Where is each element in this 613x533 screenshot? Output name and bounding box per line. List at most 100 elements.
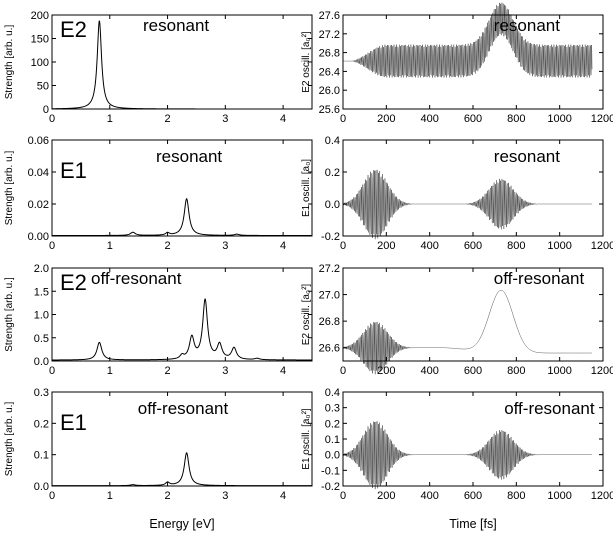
osc-e1-res-xtick-label: 200	[377, 240, 395, 252]
osc-e1-res-ytick-label: 0.2	[325, 167, 340, 179]
osc-e1-off-xtick-label: 0	[340, 490, 346, 502]
osc-e1-res-xtick-label: 1200	[591, 240, 613, 252]
osc-e1-off-xtick-label: 600	[464, 490, 482, 502]
osc-e1-res-xtick-label: 800	[507, 240, 525, 252]
spec-e2-res-panel: 0 1 2 3 4 0 50 100 150 200 Strength [arb. u.] E2 res…	[4, 10, 313, 125]
osc-e2-res-ytick-label: 27.2	[319, 29, 340, 41]
osc-e2-off-y-axis-label: E2 oscill. [a₀²]	[301, 284, 312, 346]
spec-e2-off-xtick-label: 2	[164, 365, 170, 377]
spec-e1-res-ytick-label: 0.02	[28, 199, 49, 211]
osc-e1-res-y-axis-label: E1 oscill. [a₀]	[301, 159, 312, 217]
spec-e2-res-xtick-label: 3	[222, 113, 228, 125]
spec-e1-res-y-axis-label: Strength [arb. u.]	[4, 151, 15, 226]
spec-e1-res-xtick-label: 0	[49, 240, 55, 252]
osc-e1-res-xtick-label: 600	[464, 240, 482, 252]
spec-e1-off-xtick-label: 2	[164, 490, 170, 502]
spec-e2-res-xtick-label: 0	[49, 113, 55, 125]
osc-e2-off-title: off-resonant	[494, 269, 585, 288]
osc-e2-res-xtick-label: 600	[464, 113, 482, 125]
spec-e1-res-panel-label: E1	[60, 158, 87, 183]
spec-e2-off-y-axis-label: Strength [arb. u.]	[4, 277, 15, 352]
osc-e1-off-xtick-label: 200	[377, 490, 395, 502]
spec-e1-off-ytick-label: 0.2	[34, 418, 49, 430]
osc-e2-off-xtick-label: 1200	[591, 365, 613, 377]
osc-e1-off-y-axis-label: E1 oscill. [a₀²]	[301, 408, 312, 470]
osc-e1-off-ytick-label: 0.0	[325, 450, 340, 462]
spec-e1-res-xtick-label: 3	[222, 240, 228, 252]
spec-e1-res-plot-frame	[51, 139, 313, 237]
osc-e2-res-xtick-label: 400	[420, 113, 438, 125]
osc-e2-off-ytick-label: 27.0	[319, 290, 340, 302]
osc-e2-res-ytick-label: 26.8	[319, 48, 340, 60]
osc-e1-res-xtick-label: 0	[340, 240, 346, 252]
spec-e2-res-ytick-label: 100	[31, 57, 49, 69]
spec-e1-off-spectrum-line	[51, 452, 313, 487]
osc-e1-res-title: resonant	[494, 147, 560, 166]
osc-e2-res-signal-line	[343, 2, 593, 78]
spec-e2-off-ytick-label: 0.0	[34, 356, 49, 368]
spec-e2-res-panel-label: E2	[60, 17, 87, 42]
spec-e1-off-plot-frame	[51, 391, 313, 487]
spec-e2-res-title: resonant	[143, 16, 209, 35]
spec-e1-res-ytick-label: 0.04	[28, 167, 49, 179]
osc-e1-off-xtick-label: 1000	[547, 490, 571, 502]
spec-e1-res-title: resonant	[156, 147, 222, 166]
osc-e2-res-xtick-label: 0	[340, 113, 346, 125]
spec-e2-off-ytick-label: 2.0	[34, 263, 49, 275]
spec-e1-off-ytick-label: 0.3	[34, 387, 49, 399]
osc-e2-off-xtick-label: 0	[340, 365, 346, 377]
osc-e2-res-ytick-label: 26.0	[319, 85, 340, 97]
osc-e2-off-signal-line	[342, 290, 593, 375]
spec-e1-res-ytick-label: 0.00	[28, 231, 49, 243]
osc-e1-off-ytick-label: 0.4	[325, 387, 340, 399]
spec-e2-res-ytick-label: 200	[31, 10, 49, 22]
spec-e1-off-panel: 0 1 2 3 4 0.0 0.1 0.2 0.3 Strength [arb. u.] E1 off…	[4, 387, 313, 531]
spec-e1-off-panel-label: E1	[60, 410, 87, 435]
osc-e1-res-xtick-label: 1000	[547, 240, 571, 252]
osc-e2-off-xtick-label: 200	[377, 365, 395, 377]
osc-e2-off-xtick-label: 800	[507, 365, 525, 377]
osc-e1-res-ytick-label: -0.2	[321, 231, 340, 243]
spec-e2-off-ytick-label: 1.0	[34, 310, 49, 322]
osc-e2-off-xtick-label: 1000	[547, 365, 571, 377]
spec-e2-off-ytick-label: 1.5	[34, 286, 49, 298]
spec-e1-off-x-axis-label: Energy [eV]	[149, 517, 214, 531]
spec-e2-res-y-axis-label: Strength [arb. u.]	[4, 25, 15, 100]
osc-e1-off-ytick-label: 0.2	[325, 418, 340, 430]
spec-e1-res-spectrum-line	[51, 198, 313, 236]
spec-e1-res-ytick-label: 0.06	[28, 135, 49, 147]
osc-e2-off-ytick-label: 27.2	[319, 263, 340, 275]
osc-e1-off-ytick-label: 0.3	[325, 403, 340, 415]
osc-e2-off-ytick-label: 26.6	[319, 343, 340, 355]
osc-e2-off-xtick-label: 400	[420, 365, 438, 377]
spec-e2-off-title: off-resonant	[91, 269, 182, 288]
spec-e2-res-ytick-label: 0	[43, 104, 49, 116]
spec-e1-off-xtick-label: 3	[222, 490, 228, 502]
spec-e2-off-xtick-label: 4	[280, 365, 286, 377]
osc-e2-res-ytick-label: 26.4	[319, 66, 340, 78]
spec-e2-res-xtick-label: 2	[164, 113, 170, 125]
osc-e2-res-xtick-label: 1200	[591, 113, 613, 125]
osc-e1-off-panel: 0 200 400 600 800 1000 1200 -0.2 -0.1 0.0 0.1 0.2 0.…	[301, 387, 613, 531]
spec-e1-off-title: off-resonant	[138, 399, 229, 418]
osc-e2-res-title: resonant	[494, 16, 560, 35]
osc-e2-off-xtick-label: 600	[464, 365, 482, 377]
osc-e2-res-panel: 0 200 400 600 800 1000 1200 25.6 26.0 26.4 26.8 27.…	[301, 2, 613, 125]
spec-e1-off-ytick-label: 0.0	[34, 481, 49, 493]
osc-e2-res-xtick-label: 200	[377, 113, 395, 125]
osc-e1-off-ytick-label: 0.1	[325, 434, 340, 446]
osc-e2-res-xtick-label: 1000	[547, 113, 571, 125]
spec-e2-res-xtick-label: 1	[107, 113, 113, 125]
spec-e1-res-xtick-label: 1	[107, 240, 113, 252]
osc-e1-off-xtick-label: 400	[420, 490, 438, 502]
spec-e1-res-xtick-label: 2	[164, 240, 170, 252]
osc-e1-off-ytick-label: -0.1	[321, 465, 340, 477]
spec-e1-off-xtick-label: 1	[107, 490, 113, 502]
spec-e2-res-ytick-label: 150	[31, 34, 49, 46]
spec-e2-off-panel: 0 1 2 3 4 0.0 0.5 1.0 1.5 2.0 Strength [arb. u.] E2…	[4, 263, 313, 377]
osc-e1-res-xtick-label: 400	[420, 240, 438, 252]
osc-e1-res-signal-line	[342, 169, 593, 240]
osc-e2-off-ytick-label: 26.8	[319, 316, 340, 328]
osc-e1-off-title: off-resonant	[504, 399, 595, 418]
